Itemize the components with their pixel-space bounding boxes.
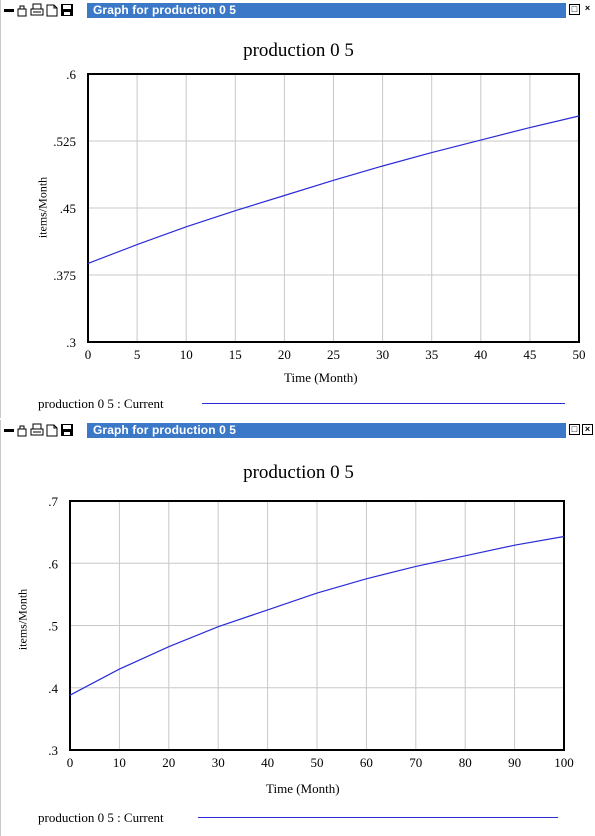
x-tick-label: 30: [376, 347, 389, 362]
close-icon: ×: [584, 424, 591, 434]
plot-area-frame: [87, 73, 580, 343]
x-tick-label: 10: [180, 347, 193, 362]
x-tick-label: 40: [474, 347, 487, 362]
x-tick-label: 50: [311, 755, 324, 770]
lock-icon[interactable]: [16, 423, 30, 437]
window-title: Graph for production 0 5: [93, 3, 237, 17]
legend-line: [202, 403, 565, 404]
close-button[interactable]: ×: [582, 4, 593, 15]
x-tick-label: 70: [409, 755, 422, 770]
minimize-dash-icon[interactable]: [3, 3, 17, 17]
window-buttons: □ ×: [566, 423, 595, 438]
close-icon: ×: [584, 3, 591, 13]
restore-button[interactable]: □: [569, 424, 580, 435]
series-line: [69, 535, 565, 696]
x-tick-label: 0: [85, 347, 92, 362]
restore-icon: □: [571, 4, 578, 14]
chart-title: production 0 5: [243, 40, 354, 61]
x-tick-label: 50: [573, 347, 586, 362]
x-axis-label: Time (Month): [284, 370, 358, 385]
window-titlebar[interactable]: Graph for production 0 5 □ ×: [1, 0, 595, 20]
x-tick-label: 15: [229, 347, 242, 362]
x-tick-label: 20: [162, 755, 175, 770]
series-line: [87, 115, 580, 264]
save-icon[interactable]: [60, 423, 74, 437]
chart-title: production 0 5: [243, 462, 354, 483]
x-tick-label: 0: [67, 755, 74, 770]
x-tick-label: 90: [508, 755, 521, 770]
minimize-dash-icon[interactable]: [3, 423, 17, 437]
legend-label: production 0 5 : Current: [38, 396, 164, 411]
titlebar-highlight: [87, 423, 566, 438]
x-tick-label: 60: [360, 755, 373, 770]
y-tick-label: .45: [60, 201, 76, 216]
chart-svg: 0 5 10 15 20 25 30 35 40 45 50 .6 .525 .45 .375 .3: [53, 67, 586, 362]
x-tick-label: 100: [554, 755, 574, 770]
x-tick-label: 80: [459, 755, 472, 770]
y-tick-label: .3: [48, 743, 58, 758]
print-icon[interactable]: [30, 3, 44, 17]
copy-icon[interactable]: [45, 423, 59, 437]
y-tick-label: .525: [53, 134, 76, 149]
x-axis-label: Time (Month): [266, 781, 340, 796]
window-buttons: □ ×: [566, 3, 595, 18]
lock-icon[interactable]: [16, 3, 30, 17]
y-tick-label: .5: [48, 619, 58, 634]
legend-line: [198, 817, 558, 818]
plot-area-frame: [69, 500, 565, 751]
save-icon[interactable]: [60, 3, 74, 17]
chart-svg: 0 10 20 30 40 50 60 70 80 90 100 .7 .6 .5 .4 .3: [48, 494, 574, 770]
x-tick-label: 20: [278, 347, 291, 362]
y-tick-label: .4: [48, 681, 58, 696]
copy-icon[interactable]: [45, 3, 59, 17]
print-icon[interactable]: [30, 423, 44, 437]
titlebar-highlight: [87, 3, 566, 18]
restore-button[interactable]: □: [569, 4, 580, 15]
x-tick-label: 45: [523, 347, 536, 362]
legend-label: production 0 5 : Current: [38, 810, 164, 825]
graph-window-2: Graph for production 0 5 □ × production …: [0, 420, 595, 836]
y-tick-label: .7: [48, 494, 58, 509]
x-tick-label: 40: [261, 755, 274, 770]
y-tick-label: .6: [66, 67, 76, 82]
x-tick-label: 25: [327, 347, 340, 362]
y-tick-label: .6: [48, 556, 58, 571]
x-tick-label: 35: [425, 347, 438, 362]
x-tick-label: 5: [134, 347, 141, 362]
close-button[interactable]: ×: [582, 424, 593, 435]
restore-icon: □: [571, 424, 578, 434]
x-tick-label: 30: [212, 755, 225, 770]
y-tick-label: .3: [66, 335, 76, 350]
window-title: Graph for production 0 5: [93, 423, 237, 437]
window-titlebar[interactable]: Graph for production 0 5 □ ×: [1, 420, 595, 440]
x-tick-label: 10: [113, 755, 126, 770]
graph-window-1: Graph for production 0 5 □ × production …: [0, 0, 595, 418]
y-tick-label: .375: [53, 268, 76, 283]
